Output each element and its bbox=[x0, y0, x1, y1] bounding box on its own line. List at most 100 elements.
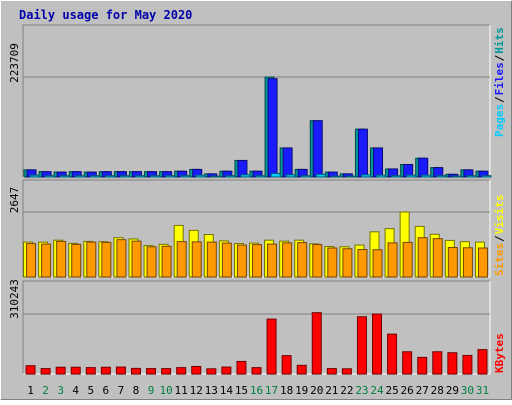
bar-visits-sites-21 bbox=[327, 247, 338, 278]
bar-visits-sites-7 bbox=[116, 239, 127, 278]
bar-visits-sites-27 bbox=[417, 237, 428, 278]
bar-visits-sites-30 bbox=[462, 247, 473, 278]
bar-kbytes-kbytes-27 bbox=[417, 356, 428, 375]
bar-kbytes-kbytes-4 bbox=[70, 366, 81, 375]
bar-visits-sites-12 bbox=[191, 241, 202, 278]
day-label-13: 13 bbox=[205, 384, 218, 397]
bar-hits-pages-7 bbox=[119, 175, 130, 178]
legend-hits-sep: / bbox=[493, 54, 506, 61]
max-label-hits: 223709 bbox=[8, 43, 21, 83]
bar-kbytes-kbytes-24 bbox=[372, 313, 383, 375]
day-label-30: 30 bbox=[461, 384, 474, 397]
chart-title: Daily usage for May 2020 bbox=[19, 8, 192, 22]
bar-visits-sites-18 bbox=[282, 242, 293, 278]
bar-kbytes-kbytes-21 bbox=[326, 368, 337, 375]
bar-kbytes-kbytes-12 bbox=[191, 365, 202, 375]
bar-visits-sites-28 bbox=[432, 238, 443, 278]
bar-hits-pages-29 bbox=[451, 175, 462, 178]
day-label-31: 31 bbox=[476, 384, 489, 397]
bar-hits-pages-13 bbox=[210, 175, 221, 178]
bar-kbytes-kbytes-23 bbox=[356, 316, 367, 375]
bar-kbytes-kbytes-8 bbox=[130, 367, 141, 375]
bar-visits-sites-29 bbox=[447, 247, 458, 278]
bar-visits-sites-25 bbox=[387, 242, 398, 278]
bar-kbytes-kbytes-30 bbox=[462, 354, 473, 375]
day-label-24: 24 bbox=[370, 384, 384, 397]
day-label-10: 10 bbox=[159, 384, 172, 397]
bar-kbytes-kbytes-14 bbox=[221, 366, 232, 375]
panel-bg-kbytes bbox=[23, 281, 490, 374]
day-label-28: 28 bbox=[431, 384, 444, 397]
bar-hits-pages-22 bbox=[345, 175, 356, 178]
max-label-visits: 2647 bbox=[8, 187, 21, 214]
bar-hits-pages-1 bbox=[29, 174, 40, 178]
bar-visits-sites-1 bbox=[26, 243, 37, 278]
bar-kbytes-kbytes-6 bbox=[100, 366, 111, 375]
day-label-8: 8 bbox=[133, 384, 140, 397]
bar-visits-sites-23 bbox=[357, 249, 368, 278]
bar-hits-pages-11 bbox=[180, 175, 191, 178]
bar-hits-pages-25 bbox=[391, 175, 402, 178]
bar-hits-pages-30 bbox=[466, 175, 477, 178]
day-label-29: 29 bbox=[446, 384, 459, 397]
legend-visits-sites: Sites bbox=[493, 243, 506, 276]
bar-kbytes-kbytes-18 bbox=[281, 355, 292, 375]
bar-kbytes-kbytes-11 bbox=[176, 367, 187, 375]
bar-hits-pages-8 bbox=[134, 175, 145, 178]
bar-visits-sites-15 bbox=[236, 244, 247, 278]
bar-visits-sites-2 bbox=[41, 243, 52, 278]
bar-kbytes-kbytes-26 bbox=[402, 351, 413, 375]
bar-visits-sites-24 bbox=[372, 249, 383, 278]
panel-border-dark-visits bbox=[22, 179, 490, 277]
bar-hits-pages-4 bbox=[74, 175, 85, 178]
bar-kbytes-kbytes-29 bbox=[447, 352, 458, 375]
bar-hits-pages-12 bbox=[195, 174, 206, 178]
bar-kbytes-kbytes-5 bbox=[85, 367, 96, 375]
bar-hits-pages-24 bbox=[376, 174, 387, 178]
bar-hits-pages-23 bbox=[360, 174, 371, 178]
bar-kbytes-kbytes-20 bbox=[311, 312, 322, 375]
legend-visits-visits: Visits bbox=[493, 195, 506, 235]
bar-hits-pages-10 bbox=[165, 175, 176, 178]
day-label-23: 23 bbox=[355, 384, 368, 397]
day-label-4: 4 bbox=[72, 384, 79, 397]
bar-kbytes-kbytes-22 bbox=[341, 368, 352, 375]
day-labels-layer: 1 2 3 4 5 6 7 8 9 10 11 12 13 14 15 16 17 18 19 20 21 22 23 24 2… bbox=[27, 384, 489, 397]
day-label-9: 9 bbox=[148, 384, 155, 397]
day-label-22: 22 bbox=[340, 384, 353, 397]
bar-kbytes-kbytes-9 bbox=[146, 368, 157, 375]
bar-kbytes-kbytes-31 bbox=[477, 349, 488, 375]
legend-visits-sep: / bbox=[493, 235, 506, 242]
bar-hits-pages-18 bbox=[285, 174, 296, 178]
bar-visits-sites-13 bbox=[206, 241, 217, 278]
day-label-26: 26 bbox=[401, 384, 414, 397]
bar-kbytes-kbytes-7 bbox=[115, 366, 126, 375]
panel-bg-hits bbox=[23, 25, 490, 177]
legend-hits-hits: Hits bbox=[493, 27, 506, 54]
day-label-12: 12 bbox=[190, 384, 203, 397]
day-label-3: 3 bbox=[57, 384, 64, 397]
day-label-18: 18 bbox=[280, 384, 293, 397]
bar-kbytes-kbytes-10 bbox=[161, 368, 172, 375]
day-label-14: 14 bbox=[220, 384, 234, 397]
legend-kbytes-kbytes: KBytes bbox=[493, 333, 506, 373]
day-label-17: 17 bbox=[265, 384, 278, 397]
bar-kbytes-kbytes-1 bbox=[25, 365, 36, 375]
bar-visits-sites-20 bbox=[312, 244, 323, 278]
bar-kbytes-kbytes-16 bbox=[251, 367, 262, 375]
bar-visits-sites-5 bbox=[86, 241, 97, 278]
day-label-27: 27 bbox=[416, 384, 429, 397]
bar-visits-sites-26 bbox=[402, 241, 413, 278]
bar-visits-sites-6 bbox=[101, 241, 112, 278]
panels-layer: 223709Pages/Files/Hits2647Sites/Visits31… bbox=[8, 24, 506, 375]
bar-hits-pages-5 bbox=[89, 175, 100, 178]
bar-hits-files-27 bbox=[418, 157, 429, 178]
legend-hits-sep: / bbox=[493, 96, 506, 103]
bar-hits-pages-20 bbox=[315, 173, 326, 178]
bar-hits-files-18 bbox=[282, 147, 293, 178]
bar-hits-pages-16 bbox=[255, 175, 266, 178]
bar-kbytes-kbytes-15 bbox=[236, 360, 247, 375]
